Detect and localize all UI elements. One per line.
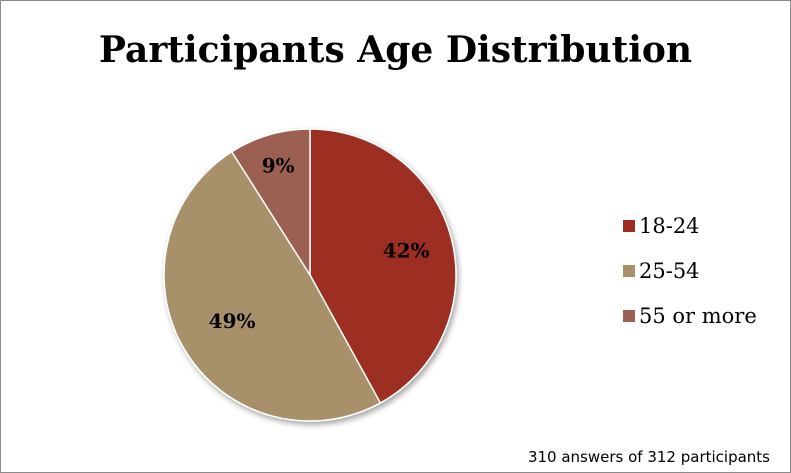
pie-slice-18-24 bbox=[309, 128, 457, 404]
chart-title: Participants Age Distribution bbox=[98, 29, 693, 71]
legend: 18-24 25-54 55 or more bbox=[623, 211, 757, 346]
legend-swatch bbox=[623, 219, 635, 232]
legend-swatch bbox=[623, 264, 635, 277]
data-label: 49% bbox=[209, 309, 256, 333]
legend-label: 18-24 bbox=[639, 213, 700, 238]
legend-swatch bbox=[623, 309, 635, 322]
data-label: 42% bbox=[383, 238, 430, 262]
pie-slice-25-54 bbox=[163, 150, 382, 422]
legend-item: 25-54 bbox=[623, 256, 757, 285]
response-note: 310 answers of 312 participants bbox=[527, 448, 770, 466]
legend-label: 55 or more bbox=[639, 303, 757, 328]
legend-item: 55 or more bbox=[623, 301, 757, 330]
pie-slices bbox=[163, 128, 457, 422]
legend-label: 25-54 bbox=[639, 258, 700, 283]
legend-item: 18-24 bbox=[623, 211, 757, 240]
pie-labels: 42% 49% 9% bbox=[209, 154, 430, 334]
data-label: 9% bbox=[262, 154, 295, 178]
pie-slice-55-or-more bbox=[230, 128, 311, 278]
